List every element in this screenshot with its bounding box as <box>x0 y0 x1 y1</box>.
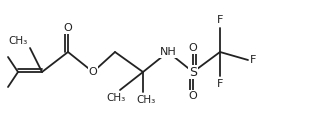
Text: O: O <box>189 91 197 101</box>
Text: O: O <box>89 67 97 77</box>
Text: S: S <box>189 66 197 79</box>
Text: CH₃: CH₃ <box>9 36 28 46</box>
Text: F: F <box>217 15 223 25</box>
Text: F: F <box>217 79 223 89</box>
Text: O: O <box>189 43 197 53</box>
Text: CH₃: CH₃ <box>137 95 156 105</box>
Text: F: F <box>250 55 256 65</box>
Text: NH: NH <box>160 47 176 57</box>
Text: CH₃: CH₃ <box>106 93 126 103</box>
Text: O: O <box>64 23 72 33</box>
